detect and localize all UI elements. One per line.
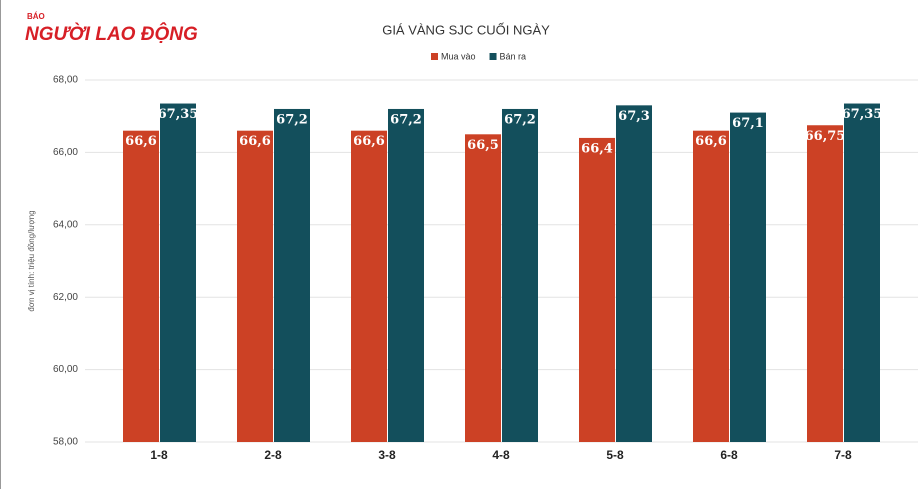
y-tick-label: 58,00 bbox=[53, 437, 78, 448]
legend-swatch bbox=[489, 53, 497, 60]
x-tick-label: 3-8 bbox=[378, 448, 396, 462]
value-label: 67,1 bbox=[732, 116, 764, 131]
x-tick-label: 7-8 bbox=[834, 448, 852, 462]
value-label: 66,6 bbox=[695, 134, 727, 149]
brand: NGƯỜI LAO ĐỘNG bbox=[25, 23, 198, 45]
value-label: 67,35 bbox=[158, 107, 199, 122]
value-label: 67,2 bbox=[504, 112, 536, 127]
value-label: 67,2 bbox=[390, 112, 422, 127]
x-tick-label: 1-8 bbox=[150, 448, 168, 462]
x-tick-label: 6-8 bbox=[720, 448, 738, 462]
value-label: 66,6 bbox=[353, 134, 385, 149]
bar bbox=[844, 103, 880, 442]
x-tick-label: 2-8 bbox=[264, 448, 282, 462]
bar bbox=[693, 130, 729, 442]
bar bbox=[237, 130, 273, 442]
y-tick-label: 62,00 bbox=[53, 292, 78, 303]
bar bbox=[465, 134, 501, 443]
bar bbox=[123, 130, 159, 442]
bar bbox=[502, 108, 538, 443]
y-tick-label: 66,00 bbox=[53, 147, 78, 158]
value-label: 66,5 bbox=[467, 138, 499, 153]
bar bbox=[579, 137, 615, 443]
bar bbox=[160, 103, 196, 442]
chart-title: GIÁ VÀNG SJC CUỐI NGÀY bbox=[382, 22, 550, 37]
bar bbox=[730, 112, 766, 442]
bar bbox=[274, 108, 310, 443]
value-label: 66,4 bbox=[581, 141, 613, 156]
brand-small: BÁO bbox=[27, 12, 45, 21]
x-tick-label: 5-8 bbox=[606, 448, 624, 462]
bar bbox=[388, 108, 424, 443]
x-tick-label: 4-8 bbox=[492, 448, 510, 462]
y-tick-label: 60,00 bbox=[53, 364, 78, 375]
y-tick-label: 68,00 bbox=[53, 75, 78, 86]
bar bbox=[807, 125, 843, 442]
value-label: 67,3 bbox=[618, 109, 650, 124]
value-label: 67,35 bbox=[842, 107, 883, 122]
y-axis-label: đơn vị tính: triệu đồng/lượng bbox=[27, 210, 36, 311]
bar bbox=[351, 130, 387, 442]
value-label: 66,6 bbox=[125, 134, 157, 149]
legend-label: Bán ra bbox=[500, 51, 527, 61]
value-label: 67,2 bbox=[276, 112, 308, 127]
y-tick-label: 64,00 bbox=[53, 219, 78, 230]
value-label: 66,75 bbox=[805, 129, 846, 144]
legend-label: Mua vào bbox=[441, 51, 476, 61]
bar bbox=[616, 105, 652, 442]
legend-swatch bbox=[431, 53, 438, 60]
value-label: 66,6 bbox=[239, 134, 271, 149]
